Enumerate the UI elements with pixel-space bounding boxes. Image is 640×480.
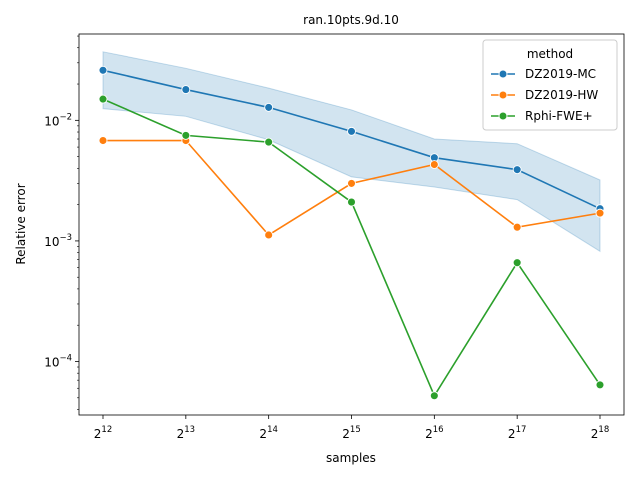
y-tick-label-1: 10−3 [44, 233, 72, 249]
series-marker-layer [98, 65, 605, 401]
data-point-2-6 [595, 380, 605, 390]
data-point-2-5 [512, 258, 522, 268]
y-axis: 10−4 10−3 10−2 [44, 35, 79, 410]
x-tick-label-0: 212 [94, 425, 112, 441]
data-point-1-0 [98, 136, 108, 145]
legend-marker-0 [498, 69, 508, 79]
confidence-band-0 [102, 51, 601, 253]
data-point-0-3 [347, 126, 356, 136]
data-point-2-0 [98, 94, 108, 104]
legend-label-0: DZ2019-MC [525, 67, 596, 81]
x-tick-label-4: 216 [425, 425, 443, 441]
legend-label-1: DZ2019-HW [525, 88, 598, 102]
y-axis-label: Relative error [14, 183, 28, 264]
x-tick-label-1: 213 [177, 425, 195, 441]
legend-label-2: Rphi-FWE+ [525, 109, 593, 123]
data-point-1-4 [429, 160, 439, 169]
data-point-0-5 [512, 165, 522, 175]
y-tick-label-0: 10−4 [44, 353, 72, 369]
data-point-1-5 [512, 222, 522, 232]
legend-box [482, 39, 618, 131]
data-point-1-2 [264, 230, 274, 240]
y-tick-label-2: 10−2 [44, 112, 72, 128]
x-tick-label-5: 217 [508, 425, 526, 441]
x-tick-label-3: 215 [342, 425, 360, 441]
x-tick-label-2: 214 [259, 425, 277, 441]
legend-marker-2 [498, 111, 508, 121]
x-axis-label: samples [326, 451, 376, 465]
data-point-0-0 [98, 65, 108, 75]
legend: method DZ2019-MC DZ2019-HW Rphi-FWE+ [482, 39, 618, 131]
data-point-2-3 [347, 197, 356, 207]
data-point-1-6 [595, 208, 605, 218]
data-point-2-2 [264, 137, 274, 147]
chart-title: ran.10pts.9d.10 [303, 13, 399, 27]
legend-marker-1 [498, 90, 508, 100]
data-point-1-3 [347, 178, 356, 188]
data-point-2-1 [181, 130, 191, 140]
data-point-0-2 [264, 102, 274, 112]
data-point-0-1 [181, 85, 191, 95]
x-tick-label-6: 218 [591, 425, 609, 441]
legend-title: method [527, 47, 573, 61]
confidence-band-layer [102, 51, 601, 253]
x-axis: 212 213 214 215 216 217 218 [94, 415, 609, 441]
data-point-2-4 [429, 391, 439, 401]
